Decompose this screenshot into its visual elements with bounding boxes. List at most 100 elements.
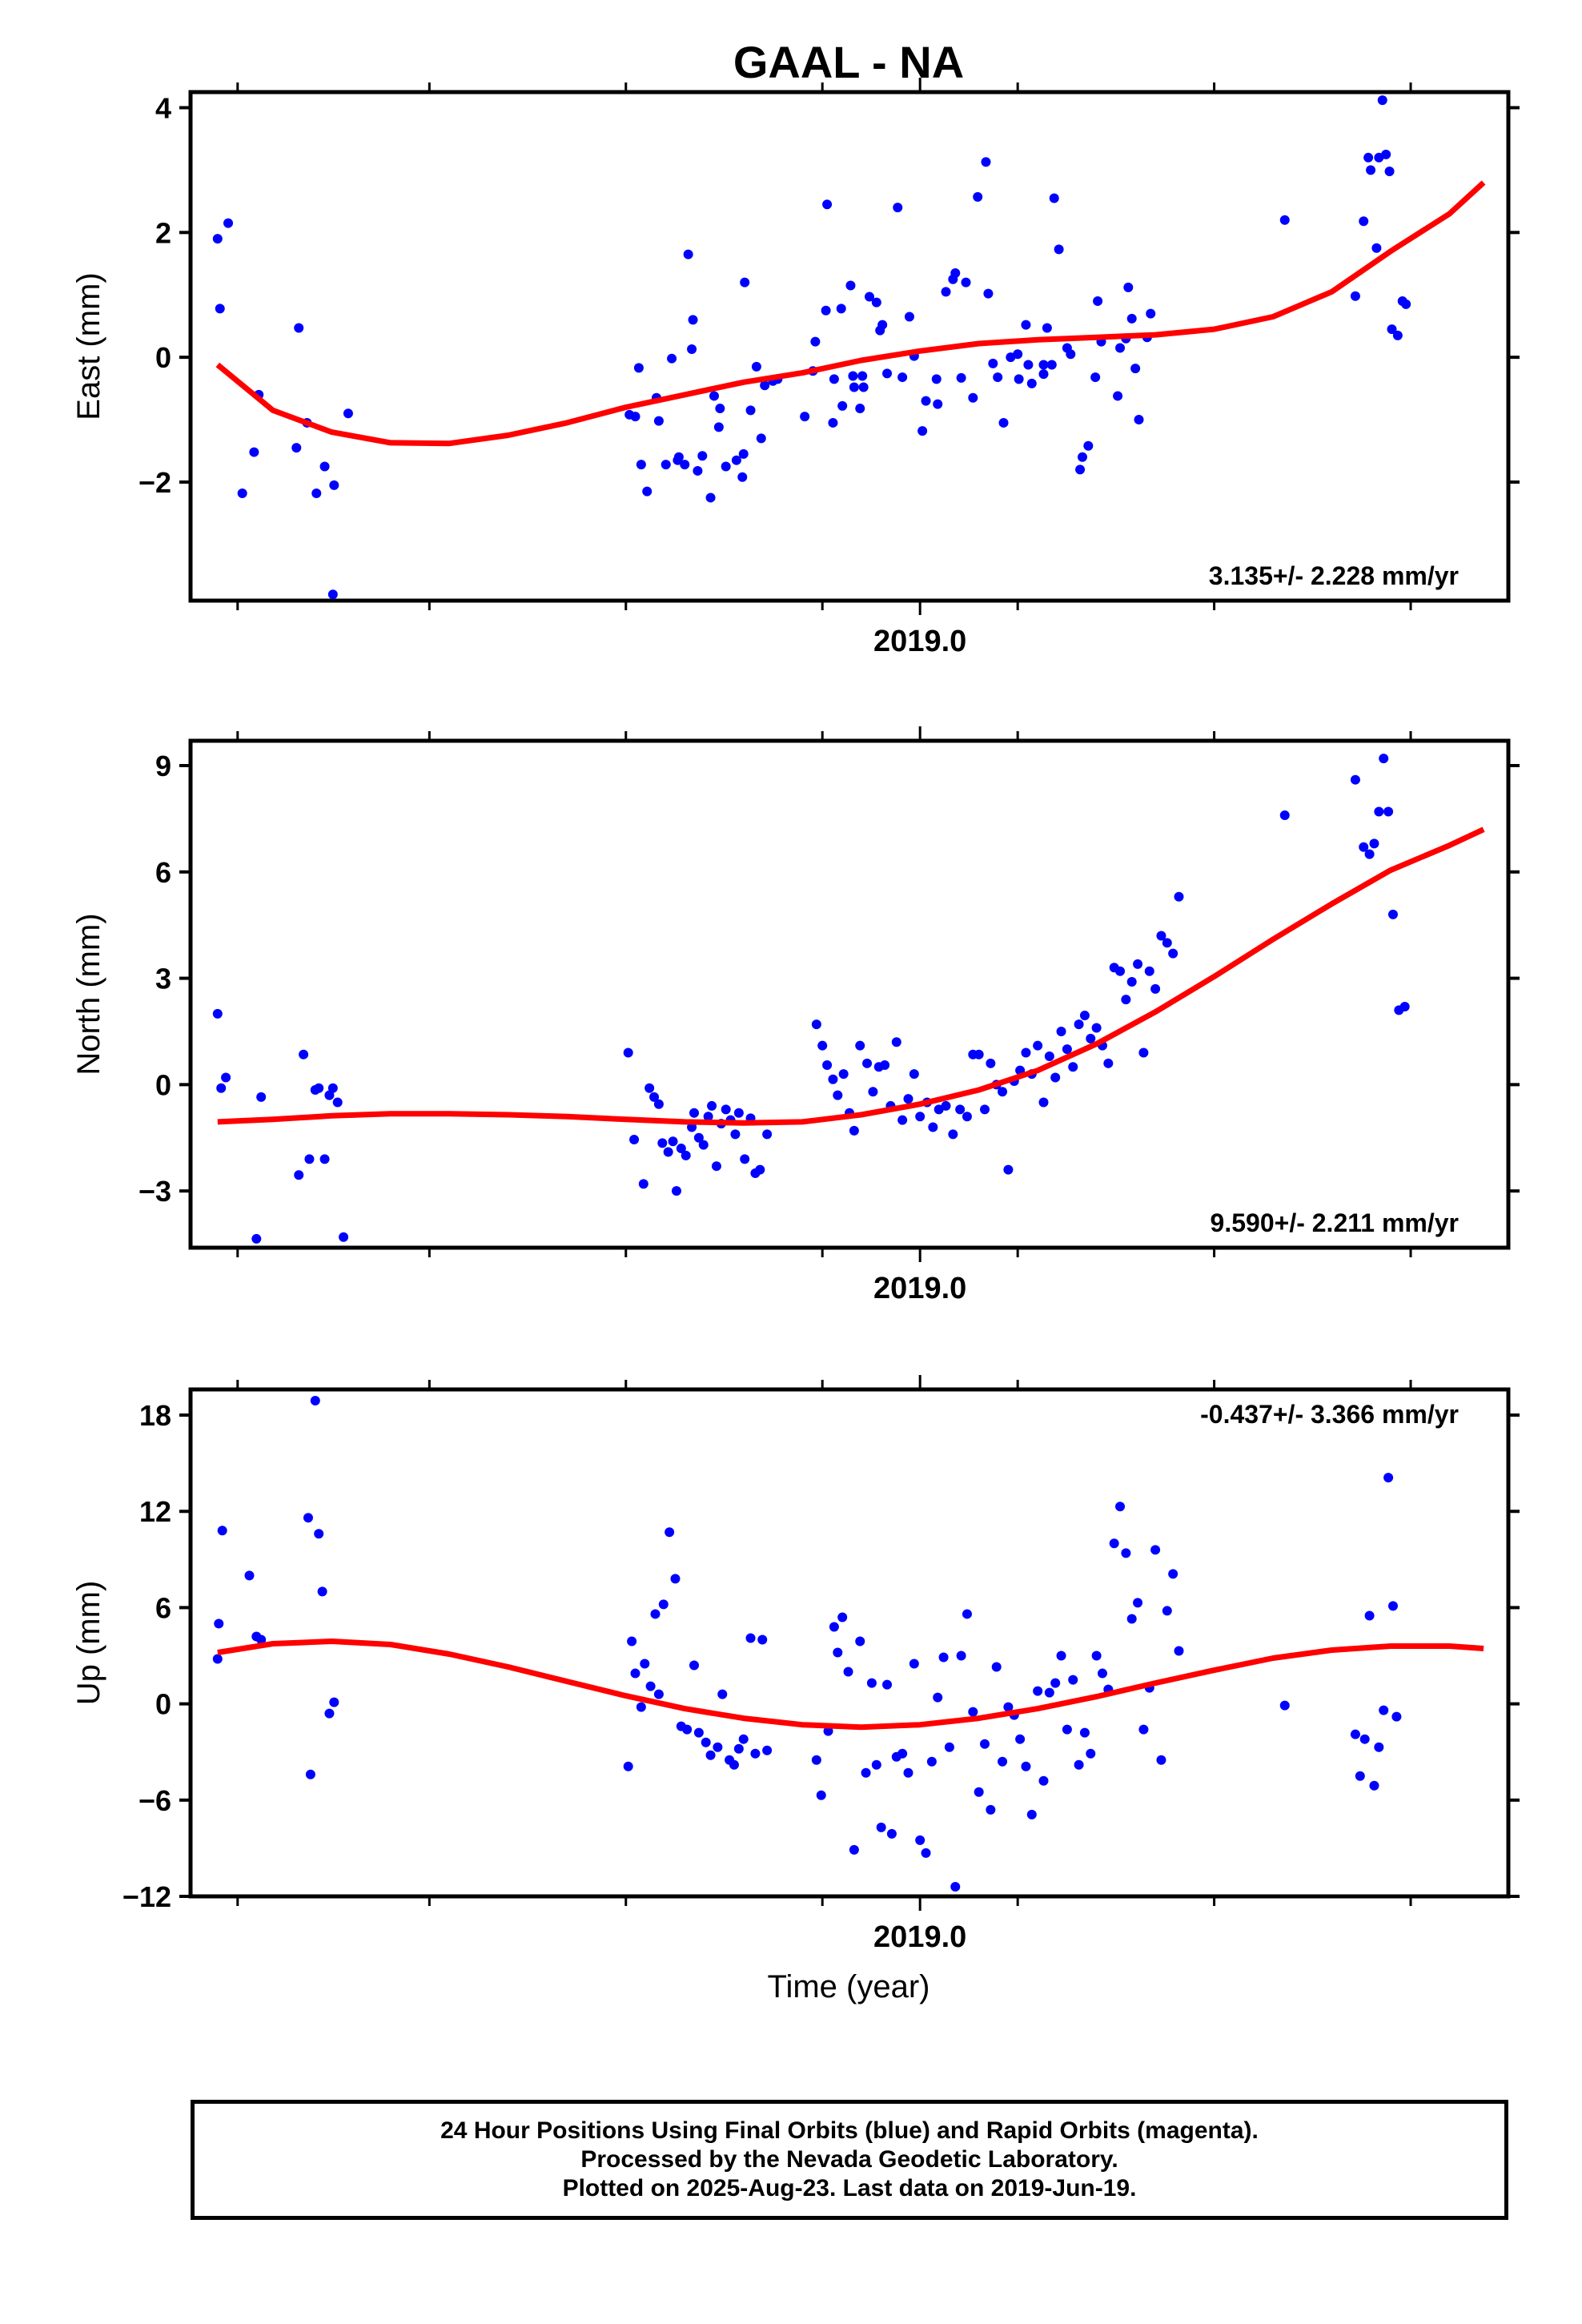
north-data-point (693, 1132, 704, 1143)
up-data-point (816, 1790, 826, 1800)
east-data-point (1363, 152, 1374, 163)
east-data-point (1123, 282, 1134, 292)
up-data-point (882, 1679, 893, 1690)
north-data-point (1374, 806, 1384, 817)
east-data-point (294, 323, 304, 333)
north-data-point (1079, 1011, 1090, 1021)
east-data-point (882, 368, 893, 379)
north-panel: 9 6 3 0 −3 2019.0 North (mm) 9.590+/- 2.211 mm/… (71, 726, 1520, 1305)
north-ytick-label: 3 (155, 963, 171, 995)
east-data-point (849, 382, 859, 392)
up-data-point (998, 1756, 1008, 1767)
east-data-point (983, 288, 994, 299)
north-data-point (733, 1108, 744, 1118)
north-data-point (868, 1087, 878, 1097)
north-data-point (1369, 838, 1379, 849)
up-xtick-label: 2019.0 (873, 1920, 966, 1954)
up-data-point (950, 1881, 961, 1892)
east-data-point (1377, 95, 1387, 106)
east-data-point (249, 447, 259, 457)
north-data-point (980, 1104, 990, 1115)
east-data-point (630, 412, 640, 422)
east-data-point (1038, 360, 1049, 370)
up-data-point (310, 1396, 320, 1406)
north-data-point (1144, 966, 1154, 976)
north-data-point (1003, 1164, 1014, 1175)
up-data-point (1383, 1473, 1394, 1483)
east-data-point (1083, 440, 1094, 451)
north-ytick-label: 6 (155, 856, 171, 889)
up-data-point (980, 1739, 990, 1749)
east-fit-line (215, 180, 1486, 447)
east-data-point (1077, 452, 1087, 462)
north-data-point (644, 1083, 655, 1093)
east-data-point (760, 380, 770, 391)
up-data-point (897, 1748, 908, 1759)
footer-box: 24 Hour Positions Using Final Orbits (bl… (191, 2100, 1508, 2220)
east-data-point (1038, 369, 1049, 380)
north-data-point (897, 1115, 908, 1125)
up-data-point (921, 1848, 931, 1858)
east-data-point (1146, 308, 1156, 319)
footer-line-3: Plotted on 2025-Aug-23. Last data on 201… (562, 2175, 1137, 2201)
north-data-point (212, 1008, 223, 1019)
north-data-point (880, 1060, 890, 1071)
up-data-point (745, 1633, 756, 1643)
up-data-point (705, 1750, 716, 1760)
north-data-point (974, 1049, 984, 1059)
east-data-point (1392, 330, 1403, 340)
up-data-point (217, 1526, 227, 1536)
north-data-point (663, 1147, 673, 1157)
north-ytick-label: −3 (139, 1175, 171, 1208)
north-data-point (1174, 891, 1184, 902)
east-data-point (1371, 243, 1382, 253)
east-panel: 4 2 0 −2 2019.0 East (mm) 3.135+/- 2.228 mm/yr (71, 78, 1520, 658)
north-data-point (948, 1129, 958, 1140)
north-data-point (1050, 1072, 1061, 1083)
up-data-point (701, 1737, 711, 1747)
east-data-point (981, 157, 991, 167)
north-data-point (638, 1179, 648, 1189)
north-data-point (676, 1144, 686, 1154)
up-data-point (871, 1759, 881, 1770)
east-data-point (855, 404, 865, 414)
north-data-point (1399, 1001, 1410, 1011)
up-data-point (849, 1844, 859, 1855)
north-data-point (1133, 959, 1143, 969)
east-data-point (697, 451, 708, 461)
up-data-point (876, 1822, 886, 1832)
east-data-point (1066, 349, 1076, 360)
up-data-point (640, 1659, 650, 1669)
up-data-point (650, 1609, 661, 1619)
up-data-point (843, 1667, 853, 1677)
east-ytick-label: 0 (155, 341, 171, 374)
up-data-point (1091, 1651, 1102, 1661)
north-data-point (1156, 931, 1166, 941)
up-data-point (1086, 1748, 1096, 1759)
east-data-point (327, 589, 338, 600)
up-data-point (837, 1612, 848, 1622)
up-data-point (833, 1647, 843, 1658)
north-data-point (294, 1170, 304, 1180)
up-data-point (1168, 1569, 1178, 1579)
north-data-point (730, 1129, 741, 1140)
north-data-point (1138, 1047, 1149, 1058)
east-data-point (661, 460, 671, 470)
east-data-point (956, 372, 966, 383)
up-data-point (974, 1787, 984, 1797)
up-data-point (811, 1755, 821, 1765)
north-data-point (849, 1125, 859, 1136)
east-data-point (633, 363, 644, 373)
north-data-point (903, 1094, 913, 1104)
east-data-point (968, 392, 978, 403)
up-data-point (636, 1702, 646, 1712)
up-data-point (314, 1529, 324, 1539)
up-data-point (886, 1828, 897, 1839)
north-data-point (1162, 938, 1172, 948)
east-data-point (893, 203, 903, 213)
up-data-point (214, 1618, 224, 1629)
east-data-point (822, 199, 833, 210)
east-data-point (1384, 166, 1395, 176)
north-data-point (721, 1104, 731, 1115)
east-data-point (1026, 378, 1037, 388)
